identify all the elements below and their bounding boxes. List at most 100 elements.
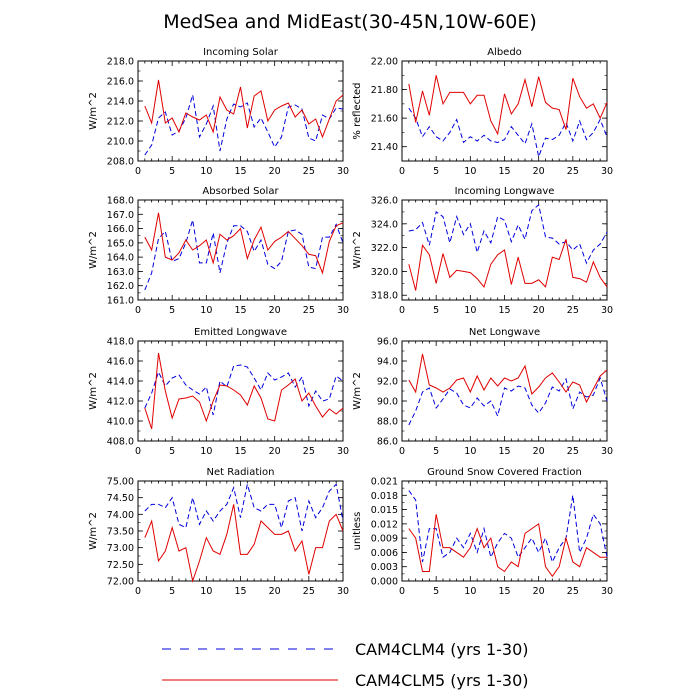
y-tick-label: 208.0 (107, 157, 134, 168)
x-tick-label: 15 (498, 586, 510, 597)
y-tick-label: 216.0 (107, 77, 134, 88)
x-tick-label: 0 (135, 446, 141, 457)
x-tick-label: 0 (135, 305, 141, 316)
y-tick-label: 163.0 (107, 267, 134, 278)
series-line-cam4clm4 (408, 107, 608, 159)
y-tick-label: 74.00 (107, 510, 134, 521)
x-tick-label: 0 (399, 166, 405, 177)
x-tick-label: 30 (601, 305, 613, 316)
x-tick-label: 25 (303, 166, 315, 177)
y-tick-label: 214.0 (107, 97, 134, 108)
series-line-cam4clm5 (408, 75, 608, 136)
x-tick-label: 20 (533, 586, 545, 597)
y-tick-label: 21.80 (371, 85, 398, 96)
x-tick-label: 5 (169, 586, 175, 597)
x-tick-label: 10 (200, 166, 212, 177)
x-tick-label: 10 (464, 166, 476, 177)
x-tick-label: 30 (601, 446, 613, 457)
series-line-cam4clm5 (408, 239, 608, 291)
x-tick-label: 15 (234, 305, 246, 316)
x-tick-label: 10 (200, 305, 212, 316)
panel-title: Albedo (487, 47, 522, 58)
x-tick-label: 20 (533, 166, 545, 177)
y-tick-label: 0.018 (371, 491, 398, 502)
y-tick-label: 73.00 (107, 543, 134, 554)
y-tick-label: 326.0 (371, 196, 398, 207)
y-tick-label: 0.003 (371, 562, 398, 573)
y-tick-label: 320.0 (371, 267, 398, 278)
x-tick-label: 20 (533, 446, 545, 457)
x-tick-label: 20 (269, 446, 281, 457)
y-axis-label: W/m^2 (88, 512, 99, 550)
y-tick-label: 0.009 (371, 534, 398, 545)
panels: Incoming Solar 0 5 10 15 20 25 30 208.0 210.0 212.… (88, 47, 613, 597)
plot-frame (401, 60, 608, 162)
x-tick-label: 25 (303, 446, 315, 457)
series-line-cam4clm4 (144, 364, 344, 416)
y-tick-label: 72.50 (107, 560, 134, 571)
panel-title: Absorbed Solar (202, 186, 279, 197)
panel-title: Net Radiation (207, 467, 275, 478)
x-tick-label: 30 (337, 586, 349, 597)
series-line-cam4clm4 (144, 483, 344, 532)
plot-frame (137, 199, 344, 301)
y-axis-label: W/m^2 (88, 231, 99, 269)
y-tick-label: 164.0 (107, 253, 134, 264)
x-tick-label: 10 (464, 446, 476, 457)
series-line-cam4clm5 (144, 352, 344, 430)
plot-frame (401, 480, 608, 582)
x-tick-label: 0 (399, 446, 405, 457)
series-line-cam4clm4 (408, 490, 608, 564)
x-tick-label: 30 (601, 586, 613, 597)
panel-net-radiation: Net Radiation 0 5 10 15 20 25 30 72.00 72.50 73.00… (88, 467, 349, 597)
y-axis-label: % reflected (352, 82, 363, 139)
plot-frame (401, 340, 608, 442)
y-tick-label: 218.0 (107, 57, 134, 68)
x-tick-label: 30 (601, 166, 613, 177)
panel-title: Ground Snow Covered Fraction (427, 467, 582, 478)
y-tick-label: 74.50 (107, 493, 134, 504)
y-axis-label: W/m^2 (88, 372, 99, 410)
panel-ground-snow-covered-fraction: Ground Snow Covered Fraction 0 5 10 15 20 25 30… (352, 467, 613, 597)
x-tick-label: 5 (433, 305, 439, 316)
y-axis-label: W/m^2 (352, 372, 363, 410)
y-tick-label: 414.0 (107, 377, 134, 388)
y-tick-label: 167.0 (107, 210, 134, 221)
y-tick-label: 0.015 (371, 505, 398, 516)
y-tick-label: 0.006 (371, 548, 398, 559)
series-line-cam4clm4 (408, 376, 608, 426)
y-tick-label: 0.012 (371, 519, 398, 530)
y-tick-label: 96.0 (377, 337, 398, 348)
series-line-cam4clm4 (408, 203, 608, 265)
plot-frame (137, 480, 344, 582)
y-axis-label: W/m^2 (88, 92, 99, 130)
y-tick-label: 75.00 (107, 477, 134, 488)
y-tick-label: 418.0 (107, 337, 134, 348)
series-line-cam4clm5 (408, 514, 607, 578)
x-tick-label: 0 (399, 305, 405, 316)
legend-label-cam4clm5: CAM4CLM5 (yrs 1-30) (355, 671, 529, 690)
y-tick-label: 21.40 (371, 142, 398, 153)
x-tick-label: 15 (234, 166, 246, 177)
x-tick-label: 20 (269, 305, 281, 316)
y-tick-label: 410.0 (107, 417, 134, 428)
y-tick-label: 322.0 (371, 243, 398, 254)
y-axis-label: unitless (352, 512, 363, 551)
x-tick-label: 10 (464, 305, 476, 316)
x-tick-label: 20 (269, 586, 281, 597)
x-tick-label: 5 (169, 166, 175, 177)
panel-net-longwave: Net Longwave 0 5 10 15 20 25 30 86.0 88.0 90.0 92.0… (352, 327, 613, 457)
plot-frame (137, 340, 344, 442)
x-tick-label: 0 (135, 166, 141, 177)
y-tick-label: 168.0 (107, 196, 134, 207)
y-tick-label: 318.0 (371, 291, 398, 302)
legend: CAM4CLM4 (yrs 1-30) CAM4CLM5 (yrs 1-30) (162, 640, 529, 690)
y-tick-label: 212.0 (107, 117, 134, 128)
series-line-cam4clm4 (144, 94, 344, 156)
y-tick-label: 86.0 (377, 437, 398, 448)
y-tick-label: 90.0 (377, 397, 398, 408)
series-line-cam4clm5 (408, 353, 608, 404)
x-tick-label: 0 (399, 586, 405, 597)
y-tick-label: 412.0 (107, 397, 134, 408)
